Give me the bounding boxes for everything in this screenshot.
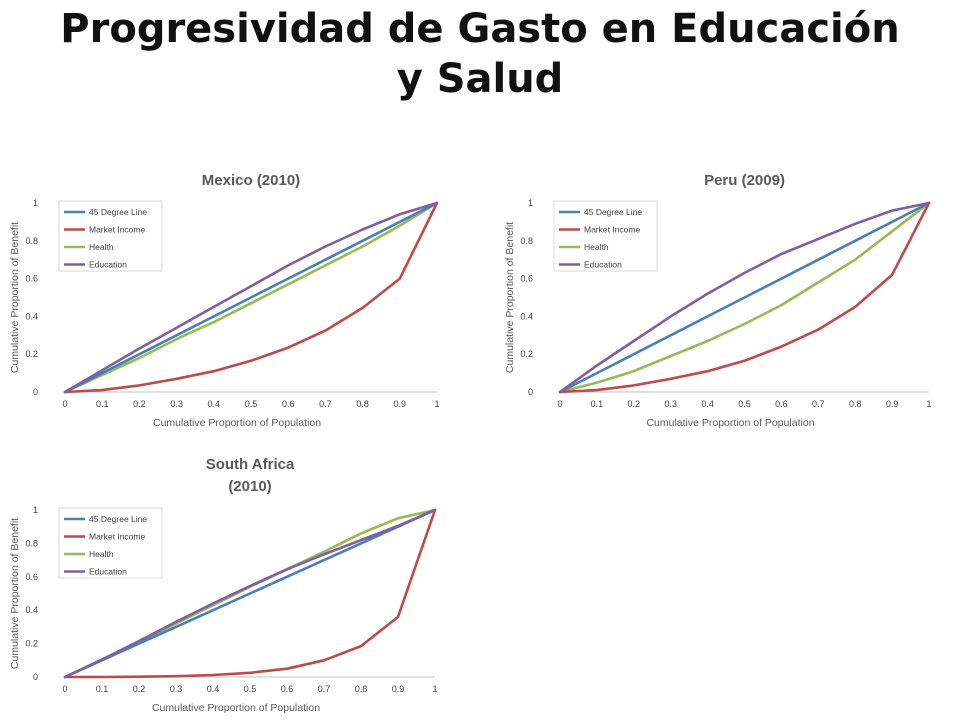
y-tick-label: 0	[528, 387, 533, 397]
x-tick-label: 0.8	[355, 684, 368, 694]
x-tick-label: 0.3	[170, 399, 183, 409]
x-tick-label: 0.2	[133, 684, 146, 694]
y-tick-label: 0.2	[25, 639, 38, 649]
legend-label-health: Health	[89, 549, 114, 559]
legend-label-45-degree-line: 45 Degree Line	[89, 207, 147, 217]
slide-title: Progresividad de Gasto en Educación y Sa…	[0, 4, 960, 104]
x-axis-label: Cumulative Proportion of Population	[153, 417, 321, 429]
x-tick-label: 1	[926, 399, 931, 409]
x-tick-label: 0.1	[96, 684, 109, 694]
series-line-education	[558, 201, 931, 394]
chart-title-line-1: South Africa	[206, 456, 295, 473]
x-tick-label: 1	[432, 684, 437, 694]
series-line-education	[63, 508, 437, 679]
legend-label-education: Education	[89, 567, 127, 577]
legend-label-market-income: Market Income	[89, 532, 145, 542]
x-tick-label: 0	[557, 399, 562, 409]
series-line-45-degree-line	[63, 201, 439, 394]
legend-label-market-income: Market Income	[89, 225, 145, 235]
x-axis-label: Cumulative Proportion of Population	[646, 417, 814, 429]
y-axis-label: Cumulative Proportion of Benefit	[9, 518, 21, 669]
legend-label-45-degree-line: 45 Degree Line	[89, 514, 147, 524]
slide-title-line-1: Progresividad de Gasto en Educación	[60, 6, 900, 52]
x-axis-label: Cumulative Proportion of Population	[152, 702, 320, 714]
series-line-health	[63, 201, 439, 394]
x-tick-label: 0.6	[281, 684, 294, 694]
y-tick-label: 1	[33, 198, 38, 208]
x-tick-label: 0.9	[886, 399, 899, 409]
x-tick-label: 0.6	[282, 399, 295, 409]
legend-label-education: Education	[584, 260, 622, 270]
y-tick-label: 0.2	[25, 349, 38, 359]
y-tick-label: 0.4	[25, 605, 38, 615]
x-tick-label: 0.4	[207, 684, 220, 694]
chart-peru: Peru (2009) 0 0.1 0.2 0.3 0.4 0.5 0.6 0.7 0.8 0.9 1…	[504, 172, 932, 429]
series-line-market-income	[63, 508, 437, 679]
x-tick-label: 0	[62, 684, 67, 694]
x-tick-label: 0.3	[664, 399, 677, 409]
x-tick-label: 0.7	[319, 399, 332, 409]
x-tick-label: 0.4	[208, 399, 221, 409]
y-tick-label: 0.8	[25, 236, 38, 246]
x-tick-label: 0.5	[245, 399, 258, 409]
series-line-health	[558, 201, 931, 394]
y-tick-label: 0.8	[520, 236, 533, 246]
series-line-45-degree-line	[63, 508, 437, 679]
y-tick-label: 0.4	[520, 311, 533, 321]
x-tick-label: 0	[62, 399, 67, 409]
x-tick-label: 0.8	[849, 399, 862, 409]
legend-label-market-income: Market Income	[584, 225, 640, 235]
x-tick-label: 0.3	[170, 684, 183, 694]
legend-label-45-degree-line: 45 Degree Line	[584, 207, 642, 217]
x-tick-label: 0.7	[318, 684, 331, 694]
x-tick-label: 0.5	[738, 399, 751, 409]
y-axis-label: Cumulative Proportion of Benefit	[9, 222, 21, 373]
y-tick-label: 1	[33, 505, 38, 515]
y-tick-label: 0.4	[25, 311, 38, 321]
y-tick-label: 0.2	[520, 349, 533, 359]
series-line-market-income	[63, 201, 439, 394]
chart-title-line-1: Mexico (2010)	[202, 172, 300, 189]
y-tick-label: 0.6	[25, 274, 38, 284]
x-tick-label: 0.2	[133, 399, 146, 409]
x-tick-label: 0.7	[812, 399, 825, 409]
legend-label-health: Health	[89, 242, 114, 252]
legend-box	[553, 200, 658, 272]
chart-title-line-2: (2010)	[228, 478, 271, 495]
series-line-education	[63, 201, 439, 394]
chart-title-line-1: Peru (2009)	[704, 172, 785, 189]
chart-south-africa: South Africa (2010) 0 0.1 0.2 0.3 0.4 0.5 0.6 0.7…	[9, 456, 438, 714]
y-tick-label: 0	[33, 672, 38, 682]
y-tick-label: 0.6	[25, 572, 38, 582]
x-tick-label: 0.2	[628, 399, 641, 409]
legend-label-education: Education	[89, 260, 127, 270]
chart-mexico: Mexico (2010) 0 0.1 0.2 0.3 0.4 0.5 0.6 0.7 0.8 0.…	[9, 172, 440, 429]
x-tick-label: 1	[434, 399, 439, 409]
x-tick-label: 0.1	[591, 399, 604, 409]
y-tick-label: 0.6	[520, 274, 533, 284]
x-tick-label: 0.6	[775, 399, 788, 409]
slide-title-line-2: y Salud	[396, 56, 564, 102]
y-axis-label: Cumulative Proportion of Benefit	[504, 222, 516, 373]
x-tick-label: 0.5	[244, 684, 257, 694]
x-tick-label: 0.9	[392, 684, 405, 694]
y-tick-label: 0	[33, 387, 38, 397]
y-tick-label: 1	[528, 198, 533, 208]
legend-label-health: Health	[584, 242, 609, 252]
series-line-45-degree-line	[558, 201, 931, 394]
series-line-market-income	[558, 201, 931, 394]
x-tick-label: 0.8	[356, 399, 369, 409]
x-tick-label: 0.9	[394, 399, 407, 409]
x-tick-label: 0.1	[96, 399, 109, 409]
x-tick-label: 0.4	[701, 399, 714, 409]
y-tick-label: 0.8	[25, 538, 38, 548]
